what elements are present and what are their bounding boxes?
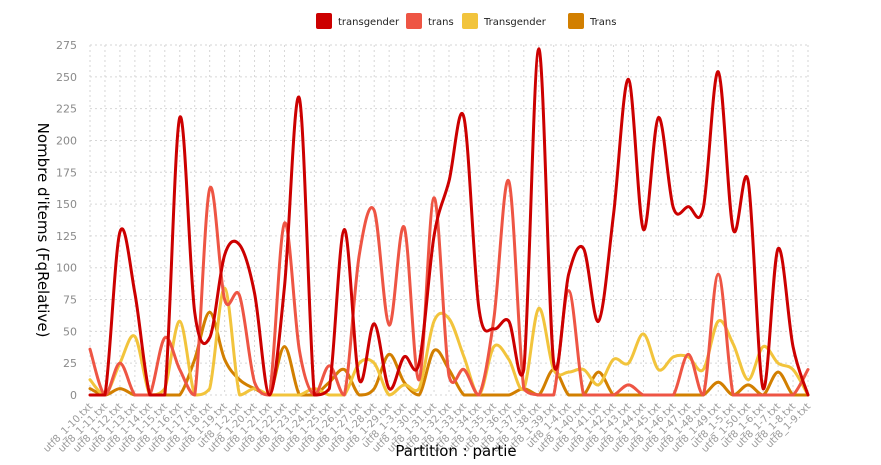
legend-swatch	[406, 13, 422, 29]
legend-label: Trans	[589, 17, 616, 28]
legend-label: transgender	[338, 17, 400, 28]
y-tick-label: 150	[56, 198, 77, 211]
y-tick-label: 0	[70, 389, 77, 402]
y-tick-label: 50	[63, 325, 77, 338]
legend-label: trans	[428, 17, 454, 28]
series-line-transgender	[88, 47, 810, 397]
y-tick-label: 125	[56, 230, 77, 243]
series-lines	[88, 47, 810, 397]
y-tick-label: 175	[56, 166, 77, 179]
y-axis-title: Nombre d'items (FqRelative)	[34, 123, 52, 338]
x-axis-title: Partition : partie	[395, 442, 516, 460]
y-tick-label: 275	[56, 39, 77, 52]
legend-item-transgender[interactable]: transgender	[316, 13, 400, 29]
legend-swatch	[568, 13, 584, 29]
legend-swatch	[462, 13, 478, 29]
y-tick-label: 100	[56, 262, 77, 275]
y-axis-ticks: 0 25 50 75 100 125 150 175 200 225 250 275	[56, 39, 77, 402]
legend-label: Transgender	[483, 17, 547, 28]
legend-item-trans[interactable]: Trans	[568, 13, 616, 29]
x-axis-ticks: utf8_1-10.txtutf8_1-11.txtutf8_1-12.txtu…	[42, 401, 814, 455]
legend-swatch	[316, 13, 332, 29]
y-tick-label: 25	[63, 357, 77, 370]
legend-item-transgender[interactable]: Transgender	[462, 13, 547, 29]
y-tick-label: 200	[56, 134, 77, 147]
legend-item-trans[interactable]: trans	[406, 13, 454, 29]
series-line-trans	[88, 179, 810, 397]
y-tick-label: 75	[63, 294, 77, 307]
chart-legend[interactable]: transgender trans Transgender Trans	[316, 13, 616, 29]
y-tick-label: 250	[56, 71, 77, 84]
y-tick-label: 225	[56, 103, 77, 116]
